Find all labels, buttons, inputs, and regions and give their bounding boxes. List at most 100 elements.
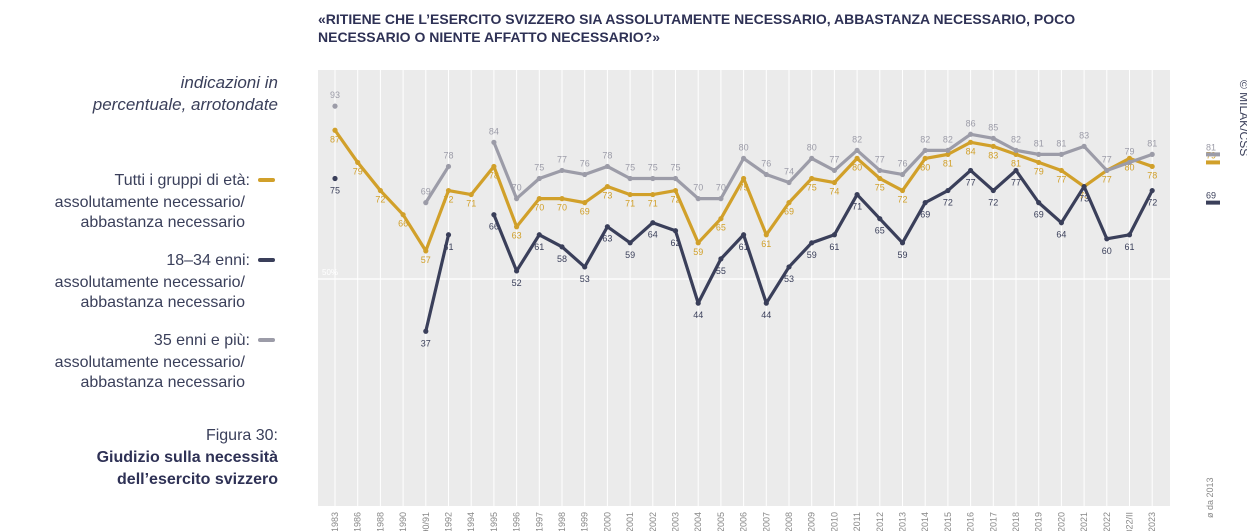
x-tick-label: 1986: [353, 512, 363, 531]
x-tick-label: 2005: [716, 512, 726, 531]
data-label: 59: [897, 250, 907, 260]
legend: Tutti i gruppi di età: assolutamente nece…: [55, 172, 275, 391]
x-tick-label: 1998: [557, 512, 567, 531]
x-tick-label: 2018: [1011, 512, 1021, 531]
data-label: 72: [670, 195, 680, 205]
x-tick-label: 2022/II: [1125, 512, 1135, 531]
data-label: 75: [739, 183, 749, 193]
data-label: 81: [1147, 138, 1157, 148]
x-tick-label: 2012: [875, 512, 885, 531]
point: [695, 240, 701, 246]
point: [627, 240, 633, 246]
point: [968, 139, 974, 145]
data-label: 77: [1011, 177, 1021, 187]
x-tick-label: 2000: [602, 512, 612, 531]
data-label: 80: [1124, 162, 1134, 172]
point: [1081, 183, 1087, 190]
average-mark: [1206, 200, 1220, 205]
point: [854, 191, 860, 198]
x-tick-label: 2021: [1079, 512, 1089, 531]
data-label: 78: [1147, 170, 1157, 180]
x-tick-label: 2015: [943, 512, 953, 531]
point: [1013, 151, 1019, 157]
point: [536, 196, 542, 202]
data-label: 44: [761, 310, 771, 320]
x-tick-label: 2023: [1147, 512, 1157, 531]
data-label: 66: [398, 219, 408, 229]
data-label: 72: [375, 195, 385, 205]
data-label: 72: [988, 198, 998, 208]
point: [1149, 151, 1155, 157]
point: [695, 300, 701, 306]
data-label: 83: [988, 150, 998, 160]
data-label: 44: [693, 310, 703, 320]
data-label: 75: [625, 163, 635, 173]
x-tick-label: 1992: [444, 512, 454, 531]
data-label: 78: [443, 150, 453, 160]
data-label: 71: [648, 199, 658, 209]
point: [1013, 167, 1019, 174]
point: [514, 224, 520, 230]
average-mark: [1206, 160, 1220, 165]
point: [491, 139, 497, 145]
series-line: [424, 168, 1154, 332]
point: [854, 147, 860, 153]
data-label: 77: [875, 154, 885, 164]
point: [536, 232, 542, 238]
point: [468, 191, 474, 198]
data-label: 85: [988, 122, 998, 132]
point: [332, 127, 338, 133]
point: [718, 216, 724, 222]
figure-label: Figura 30:: [206, 427, 278, 444]
data-label: 73: [1079, 191, 1089, 201]
x-tick-label: 2022: [1102, 512, 1112, 531]
point: [1149, 187, 1155, 194]
point: [650, 191, 656, 198]
x-tick-label: 1999: [580, 512, 590, 531]
x-tick-label: 2004: [693, 512, 703, 531]
data-label: 63: [602, 234, 612, 244]
point: [809, 175, 815, 182]
series-line: [424, 132, 1153, 204]
data-label: 79: [1034, 166, 1044, 176]
legend-note: assolutamente necessario/abbastanza nece…: [55, 194, 246, 231]
x-tick-label: 1983: [330, 512, 340, 531]
point: [491, 163, 497, 170]
data-label: 65: [875, 226, 885, 236]
point: [831, 167, 838, 174]
data-label: 74: [784, 167, 794, 177]
data-label: 61: [739, 242, 749, 252]
point: [786, 200, 792, 206]
point: [877, 216, 883, 222]
point: [945, 187, 951, 194]
data-label: 61: [534, 242, 544, 252]
data-label: 77: [1102, 154, 1112, 164]
point: [559, 196, 565, 202]
data-label: 72: [943, 198, 953, 208]
point: [672, 228, 679, 234]
data-label: 81: [1034, 138, 1044, 148]
data-label: 77: [829, 154, 839, 164]
x-tick-label: 1997: [534, 512, 544, 531]
data-label: 61: [443, 242, 453, 252]
x-tick-label: 2014: [920, 512, 930, 531]
point: [627, 191, 633, 198]
point: [604, 224, 611, 230]
data-label: 59: [693, 247, 703, 257]
data-label: 76: [580, 158, 590, 168]
data-label: 70: [557, 203, 567, 213]
data-label: 82: [1011, 134, 1021, 144]
point: [582, 171, 588, 178]
x-tick-label: 2008: [784, 512, 794, 531]
point: [741, 175, 747, 182]
point: [922, 155, 928, 161]
legend-label: 18–34 enni:: [166, 252, 250, 269]
point: [423, 328, 429, 334]
point: [582, 264, 588, 270]
point: [1104, 167, 1110, 174]
point: [990, 143, 996, 149]
point: [763, 171, 769, 178]
point: [809, 240, 815, 246]
data-label: 53: [784, 274, 794, 284]
